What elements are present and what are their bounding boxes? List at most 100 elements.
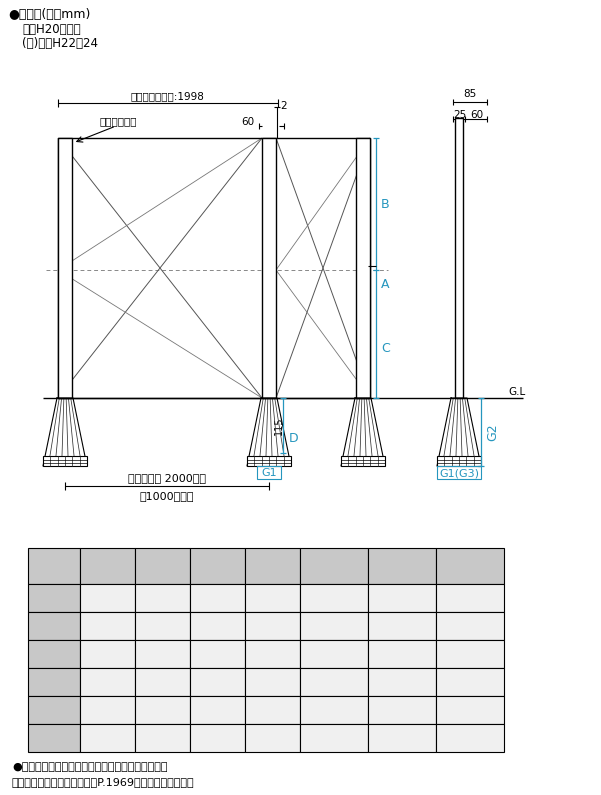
Bar bbox=[80, 668, 135, 696]
Text: ●据付図(単位mm): ●据付図(単位mm) bbox=[8, 8, 90, 21]
Text: サイズ: サイズ bbox=[44, 561, 64, 571]
Text: A: A bbox=[381, 278, 389, 292]
Bar bbox=[43, 456, 87, 466]
Text: 2: 2 bbox=[280, 101, 287, 111]
Text: 1140: 1140 bbox=[204, 733, 230, 743]
Bar bbox=[28, 668, 80, 696]
Bar bbox=[245, 724, 300, 752]
Bar bbox=[28, 612, 80, 640]
Text: フェンス本体: フェンス本体 bbox=[100, 116, 138, 126]
Text: フェンス木体幅:1998: フェンス木体幅:1998 bbox=[130, 91, 204, 101]
Text: G2: G2 bbox=[486, 423, 499, 440]
Text: 740: 740 bbox=[152, 621, 172, 631]
Bar bbox=[28, 584, 80, 612]
Text: 115: 115 bbox=[274, 417, 284, 435]
Bar bbox=[368, 668, 436, 696]
Bar bbox=[190, 696, 245, 724]
Text: 1600: 1600 bbox=[94, 621, 120, 631]
Bar bbox=[190, 640, 245, 668]
Bar bbox=[247, 456, 291, 466]
Text: H24用: H24用 bbox=[40, 733, 68, 743]
Bar bbox=[190, 724, 245, 752]
Polygon shape bbox=[341, 398, 385, 466]
Text: G1: G1 bbox=[261, 468, 277, 478]
Text: A: A bbox=[103, 561, 111, 571]
Text: 600以上: 600以上 bbox=[318, 733, 350, 743]
Bar bbox=[190, 584, 245, 612]
Text: 5: 5 bbox=[360, 261, 366, 271]
Text: ●本製品は建築基準法に基づき設計されています。: ●本製品は建築基準法に基づき設計されています。 bbox=[12, 762, 168, 772]
Bar bbox=[28, 640, 80, 668]
Bar bbox=[190, 548, 245, 584]
Text: H14用: H14用 bbox=[40, 593, 68, 603]
Bar bbox=[436, 640, 504, 668]
Bar bbox=[300, 612, 368, 640]
Bar bbox=[80, 612, 135, 640]
Bar bbox=[368, 584, 436, 612]
Text: G1: G1 bbox=[326, 561, 342, 571]
Text: 60: 60 bbox=[471, 110, 484, 120]
Bar bbox=[300, 640, 368, 668]
Text: 940: 940 bbox=[207, 705, 227, 715]
Text: 1140: 1140 bbox=[149, 733, 175, 743]
Text: G2: G2 bbox=[394, 561, 410, 571]
Text: C: C bbox=[213, 561, 221, 571]
Text: 2200: 2200 bbox=[94, 705, 120, 715]
Text: 450以上: 450以上 bbox=[454, 733, 486, 743]
Bar bbox=[455, 118, 463, 398]
Text: 400以上: 400以上 bbox=[454, 621, 486, 631]
Bar bbox=[245, 584, 300, 612]
Text: 740: 740 bbox=[207, 621, 227, 631]
Text: 500以上: 500以上 bbox=[318, 593, 350, 603]
Bar bbox=[436, 724, 504, 752]
Bar bbox=[437, 456, 481, 466]
Bar bbox=[28, 548, 80, 584]
Bar bbox=[300, 548, 368, 584]
Bar bbox=[300, 584, 368, 612]
Text: 740: 740 bbox=[152, 593, 172, 603]
Text: 400以上: 400以上 bbox=[454, 705, 486, 715]
Bar bbox=[436, 612, 504, 640]
Bar bbox=[356, 138, 370, 398]
Text: 1140: 1140 bbox=[149, 705, 175, 715]
Text: 600以上: 600以上 bbox=[318, 677, 350, 687]
Bar bbox=[58, 138, 72, 398]
Text: 400: 400 bbox=[262, 705, 282, 715]
Text: 2400: 2400 bbox=[94, 733, 120, 743]
Polygon shape bbox=[43, 398, 87, 466]
Text: 300: 300 bbox=[262, 593, 282, 603]
Bar bbox=[80, 584, 135, 612]
Text: 25: 25 bbox=[453, 110, 466, 120]
Text: 400以上: 400以上 bbox=[454, 649, 486, 659]
Text: 300以上: 300以上 bbox=[454, 593, 486, 603]
Text: H16用: H16用 bbox=[40, 621, 68, 631]
Bar bbox=[257, 466, 281, 479]
Bar bbox=[80, 548, 135, 584]
Text: 2000: 2000 bbox=[94, 677, 120, 687]
Text: 85: 85 bbox=[463, 89, 477, 99]
Text: 300: 300 bbox=[262, 677, 282, 687]
Bar bbox=[300, 668, 368, 696]
Text: 図はH20サイズ: 図はH20サイズ bbox=[22, 23, 81, 36]
Bar bbox=[436, 696, 504, 724]
Text: 1400: 1400 bbox=[94, 593, 120, 603]
Text: 940: 940 bbox=[152, 677, 172, 687]
Bar bbox=[262, 138, 276, 398]
Bar bbox=[245, 548, 300, 584]
Text: D: D bbox=[289, 432, 299, 444]
Bar bbox=[245, 640, 300, 668]
Bar bbox=[341, 456, 385, 466]
Text: 400: 400 bbox=[262, 733, 282, 743]
Bar bbox=[436, 584, 504, 612]
Bar bbox=[190, 668, 245, 696]
Text: (布基礎): (布基礎) bbox=[457, 570, 483, 580]
Text: 500以上: 500以上 bbox=[318, 621, 350, 631]
Bar bbox=[80, 640, 135, 668]
Bar bbox=[368, 640, 436, 668]
Text: 300: 300 bbox=[262, 621, 282, 631]
Text: 940: 940 bbox=[152, 649, 172, 659]
Bar bbox=[436, 548, 504, 584]
Text: 940: 940 bbox=[207, 677, 227, 687]
Text: C: C bbox=[381, 343, 390, 355]
Text: 500以上: 500以上 bbox=[386, 649, 418, 659]
